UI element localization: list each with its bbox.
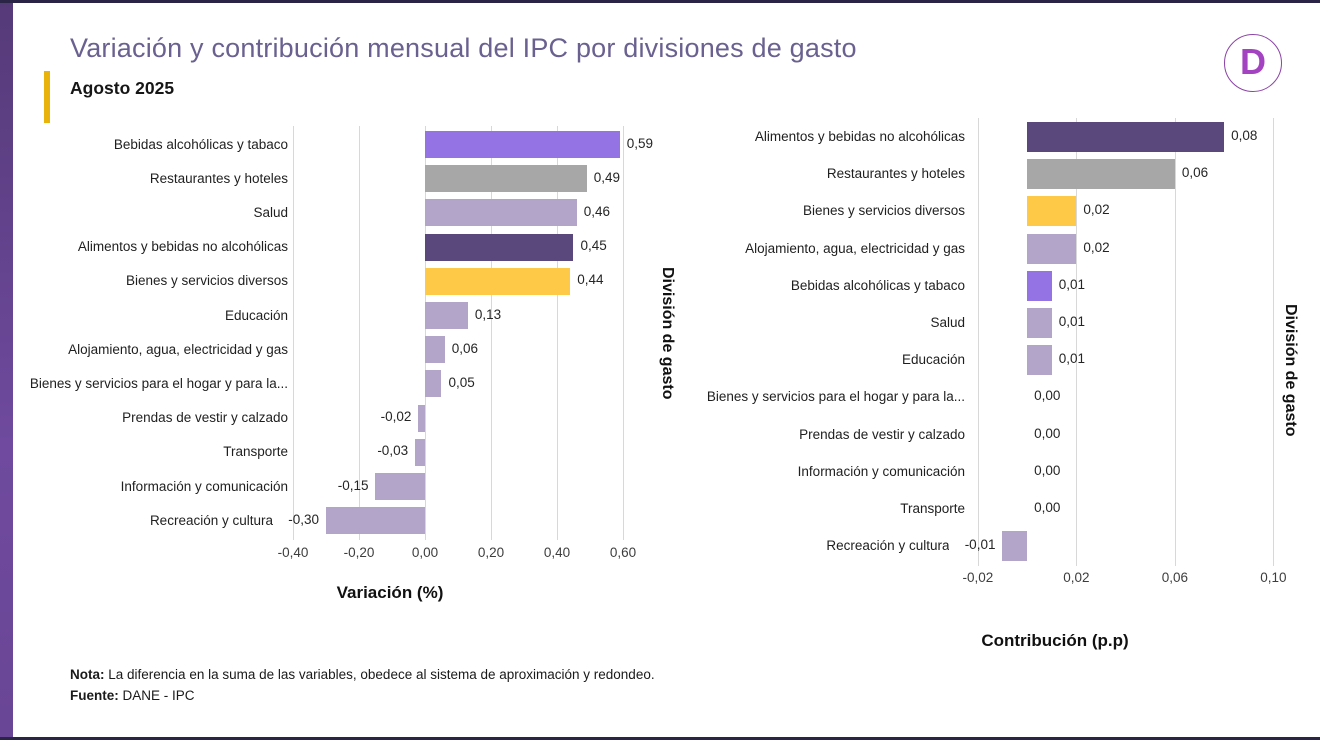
value-label: 0,01 <box>1058 314 1085 329</box>
bar[interactable] <box>415 438 425 466</box>
subtitle-accent-bar <box>44 71 50 123</box>
value-label: 0,01 <box>1058 276 1085 292</box>
category-label: Salud <box>930 315 965 330</box>
source-text: Fuente: DANE - IPC <box>70 688 195 703</box>
bar[interactable] <box>418 404 425 432</box>
value-label: -0,30 <box>288 511 319 527</box>
value-label: -0,03 <box>377 443 409 459</box>
value-label: 0,00 <box>1034 388 1061 404</box>
category-label: Prendas de vestir y calzado <box>799 426 965 442</box>
x-axis-tick-label: 0,06 <box>1161 570 1188 585</box>
category-label: Bienes y servicios diversos <box>802 203 965 219</box>
x-axis-tick-label: 0,00 <box>411 545 439 560</box>
value-label: 0,45 <box>580 238 607 254</box>
value-label: 0,02 <box>1083 202 1110 218</box>
x-axis-tick-label: 0,60 <box>609 545 637 560</box>
gridline <box>622 126 624 540</box>
window-top-border <box>0 0 1320 3</box>
window-bottom-border <box>0 737 1320 740</box>
bar[interactable] <box>424 199 577 227</box>
x-axis-tick-label: 0,02 <box>1063 570 1090 585</box>
x-axis-title-variacion: Variación (%) <box>336 583 444 602</box>
value-label: 0,06 <box>451 340 479 356</box>
bar[interactable] <box>1027 270 1052 301</box>
bar[interactable] <box>1027 308 1052 338</box>
value-label: -0,15 <box>337 477 369 493</box>
bar[interactable] <box>424 165 587 193</box>
gridline <box>1174 118 1176 566</box>
gridline <box>977 118 979 566</box>
y-axis-title-variacion: División de gasto <box>659 266 676 400</box>
bar[interactable] <box>1027 159 1175 190</box>
category-label: Alimentos y bebidas no alcohólicas <box>754 129 965 144</box>
category-label: Bebidas alcohólicas y tabaco <box>790 277 965 293</box>
value-label: 0,13 <box>474 306 502 322</box>
value-label: 0,05 <box>448 374 475 390</box>
category-label: Educación <box>901 352 965 368</box>
bar[interactable] <box>1002 531 1028 562</box>
source-label: Fuente: <box>70 688 119 703</box>
category-label: Bienes y servicios diversos <box>125 273 288 289</box>
note-label: Nota: <box>70 667 105 682</box>
bar[interactable] <box>1027 233 1077 264</box>
x-axis-tick-label: -0,02 <box>962 570 994 585</box>
bar[interactable] <box>424 336 445 364</box>
bar[interactable] <box>1027 196 1077 227</box>
bar[interactable] <box>424 131 620 158</box>
category-label: Alimentos y bebidas no alcohólicas <box>77 239 288 255</box>
category-label: Información y comunicación <box>120 478 288 494</box>
category-label: Recreación y cultura <box>149 512 273 528</box>
value-label: -0,02 <box>380 409 412 425</box>
category-label: Transporte <box>900 501 965 516</box>
value-label: 0,00 <box>1034 462 1061 478</box>
bar[interactable] <box>325 507 425 535</box>
value-label: 0,02 <box>1083 239 1110 255</box>
category-label: Prendas de vestir y calzado <box>122 410 288 426</box>
value-label: -0,01 <box>964 537 996 553</box>
category-label: Educación <box>224 307 288 323</box>
value-label: 0,01 <box>1058 351 1085 367</box>
gridline <box>358 126 360 540</box>
category-label: Información y comunicación <box>797 463 965 479</box>
x-axis-tick-label: -0,20 <box>343 545 375 560</box>
page-title: Variación y contribución mensual del IPC… <box>70 33 857 63</box>
category-label: Restaurantes y hoteles <box>826 166 965 182</box>
value-label: 0,00 <box>1034 500 1061 515</box>
gridline <box>292 126 294 540</box>
page-subtitle: Agosto 2025 <box>70 78 175 98</box>
x-axis-tick-label: -0,40 <box>277 545 309 560</box>
category-label: Transporte <box>223 444 288 460</box>
dane-logo-letter: D <box>1240 41 1266 82</box>
bar[interactable] <box>1027 345 1052 376</box>
bar[interactable] <box>424 370 442 398</box>
value-label: 0,44 <box>577 272 604 288</box>
category-label: Alojamiento, agua, electricidad y gas <box>68 341 288 357</box>
bar[interactable] <box>424 302 468 329</box>
value-label: 0,49 <box>593 169 620 185</box>
bar[interactable] <box>375 473 425 500</box>
category-label: Restaurantes y hoteles <box>149 170 288 186</box>
x-axis-tick-label: 0,40 <box>543 545 571 560</box>
category-label: Bienes y servicios para el hogar y para … <box>706 389 965 405</box>
x-axis-tick-label: 0,20 <box>477 545 505 560</box>
y-axis-title-contribucion: División de gasto <box>1282 303 1299 437</box>
category-label: Alojamiento, agua, electricidad y gas <box>745 240 965 256</box>
bar[interactable] <box>1027 122 1225 152</box>
dane-logo: D <box>1224 34 1282 92</box>
bar[interactable] <box>424 233 574 261</box>
category-label: Salud <box>253 204 288 220</box>
bar[interactable] <box>424 267 571 295</box>
value-label: 0,00 <box>1034 425 1061 441</box>
x-axis-title-contribucion: Contribución (p.p) <box>981 631 1129 650</box>
note-text: Nota: La diferencia en la suma de las va… <box>70 667 655 682</box>
category-label: Bebidas alcohólicas y tabaco <box>113 136 288 152</box>
left-accent-strip <box>0 0 13 740</box>
value-label: 0,46 <box>583 203 611 219</box>
category-label: Bienes y servicios para el hogar y para … <box>29 375 288 391</box>
value-label: 0,06 <box>1181 165 1209 181</box>
